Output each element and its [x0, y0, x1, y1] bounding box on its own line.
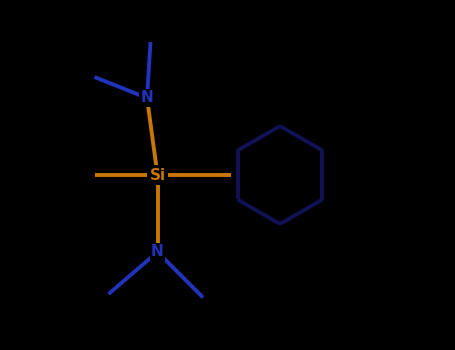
Text: N: N: [141, 91, 153, 105]
Text: N: N: [151, 245, 164, 259]
Text: Si: Si: [149, 168, 166, 182]
